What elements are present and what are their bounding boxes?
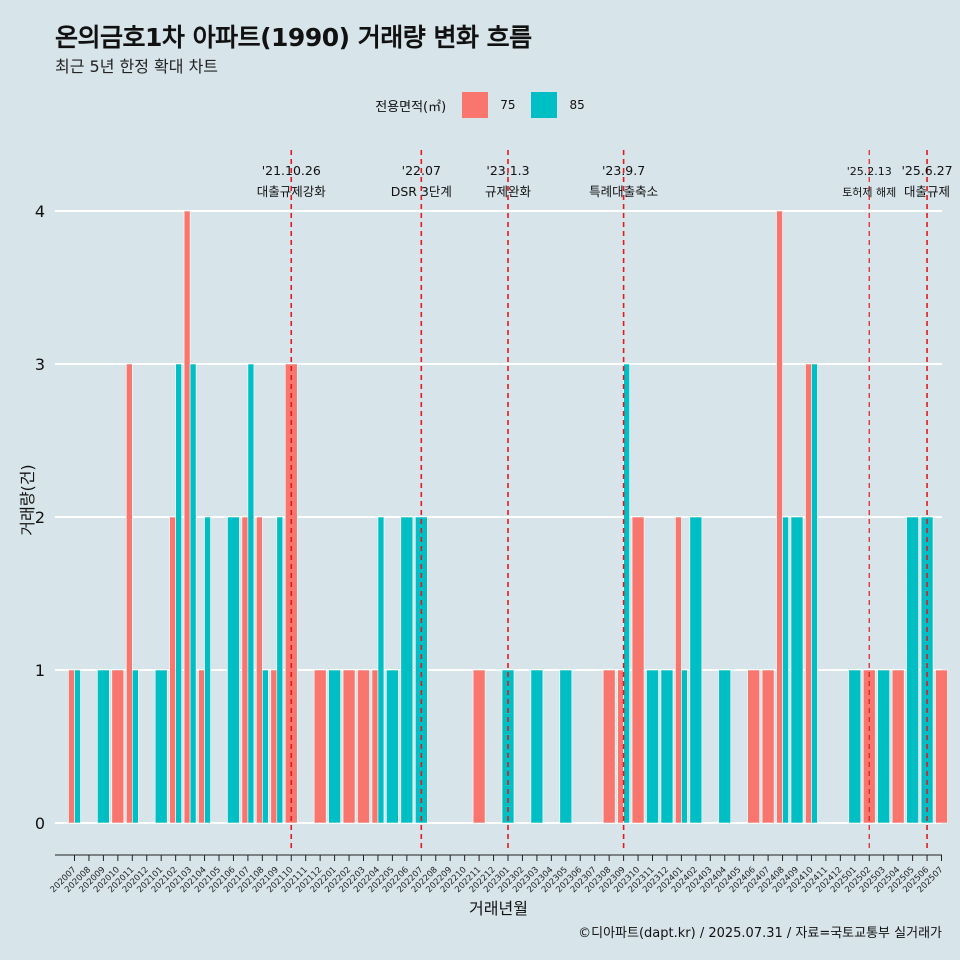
bar-85	[559, 669, 573, 824]
bar-75	[342, 669, 356, 824]
bar-75	[241, 516, 249, 824]
event-label: 대출규제강화	[257, 184, 327, 199]
legend-label-85: 85	[569, 98, 585, 112]
bar-85	[328, 669, 341, 824]
bar-75	[631, 516, 645, 824]
bar-75	[357, 669, 370, 824]
y-axis-title: 거래량(건)	[18, 464, 37, 535]
bar-75	[675, 516, 682, 824]
bar-75	[935, 669, 948, 824]
legend: 전용면적(㎡) 75 85	[0, 92, 960, 118]
y-tick-label: 3	[35, 355, 45, 374]
y-tick-label: 0	[35, 814, 45, 833]
bar-85	[848, 669, 862, 824]
bar-75	[747, 669, 760, 824]
bar-85	[132, 669, 139, 824]
legend-label-75: 75	[500, 98, 516, 112]
event-date: '21.10.26	[262, 163, 321, 178]
bar-85	[227, 516, 240, 824]
bar-85	[790, 516, 804, 824]
bar-85	[660, 669, 674, 824]
y-tick-label: 1	[35, 661, 45, 680]
bar-85	[530, 669, 544, 824]
event-label: DSR 3단계	[391, 184, 452, 199]
y-tick-label: 2	[35, 508, 45, 527]
bar-85	[154, 669, 168, 824]
legend-title: 전용면적(㎡)	[375, 99, 447, 115]
y-tick-label: 4	[35, 202, 45, 221]
bar-85	[906, 516, 919, 824]
bar-75	[313, 669, 327, 824]
bar-85	[276, 516, 284, 824]
bar-75	[183, 210, 191, 824]
bar-75	[169, 516, 176, 824]
chart-title: 온의금호1차 아파트(1990) 거래량 변화 흐름	[55, 23, 532, 52]
bar-75	[891, 669, 905, 824]
event-date: '23.1.3	[486, 163, 529, 178]
bar-75	[617, 669, 624, 824]
bar-75	[776, 210, 783, 824]
legend-swatch-85	[531, 92, 558, 118]
bar-85	[920, 516, 934, 824]
bar-85	[97, 669, 110, 824]
bar-85	[204, 516, 211, 824]
event-label: 규제완화	[485, 184, 532, 199]
bar-85	[623, 363, 630, 824]
bar-75	[371, 669, 379, 824]
bar-75	[256, 516, 263, 824]
bar-85	[175, 363, 182, 824]
bar-85	[681, 669, 688, 824]
bar-75	[198, 669, 205, 824]
bar-85	[262, 669, 269, 824]
event-label: 특례대출축소	[589, 184, 658, 199]
bar-85	[414, 516, 428, 824]
event-date: '25.6.27	[901, 163, 952, 178]
legend-swatch-75	[462, 92, 489, 118]
bar-85	[782, 516, 789, 824]
bar-75	[68, 669, 75, 824]
event-label: 토허제 해제	[842, 185, 896, 199]
bar-85	[247, 363, 255, 824]
bar-75	[805, 363, 812, 824]
bar-75	[126, 363, 133, 824]
bar-85	[386, 669, 399, 824]
bar-85	[189, 363, 197, 824]
bar-85	[877, 669, 891, 824]
bar-85	[377, 516, 385, 824]
event-date: '25.2.13	[847, 165, 892, 178]
event-date: '22.07	[402, 163, 441, 178]
bar-85	[718, 669, 732, 824]
bar-85	[689, 516, 703, 824]
bar-75	[472, 669, 486, 824]
bar-75	[602, 669, 616, 824]
bar-85	[74, 669, 81, 824]
bar-75	[111, 669, 125, 824]
event-label: 대출규제	[904, 184, 950, 199]
x-axis-title: 거래년월	[469, 899, 528, 918]
bar-85	[811, 363, 818, 824]
source-caption: ©디아파트(dapt.kr) / 2025.07.31 / 자료=국토교통부 실…	[578, 926, 942, 941]
bar-75	[270, 669, 278, 824]
bar-85	[400, 516, 414, 824]
bar-75	[761, 669, 775, 824]
bar-85	[646, 669, 659, 824]
chart-subtitle: 최근 5년 한정 확대 차트	[55, 57, 219, 76]
event-date: '23.9.7	[602, 163, 645, 178]
